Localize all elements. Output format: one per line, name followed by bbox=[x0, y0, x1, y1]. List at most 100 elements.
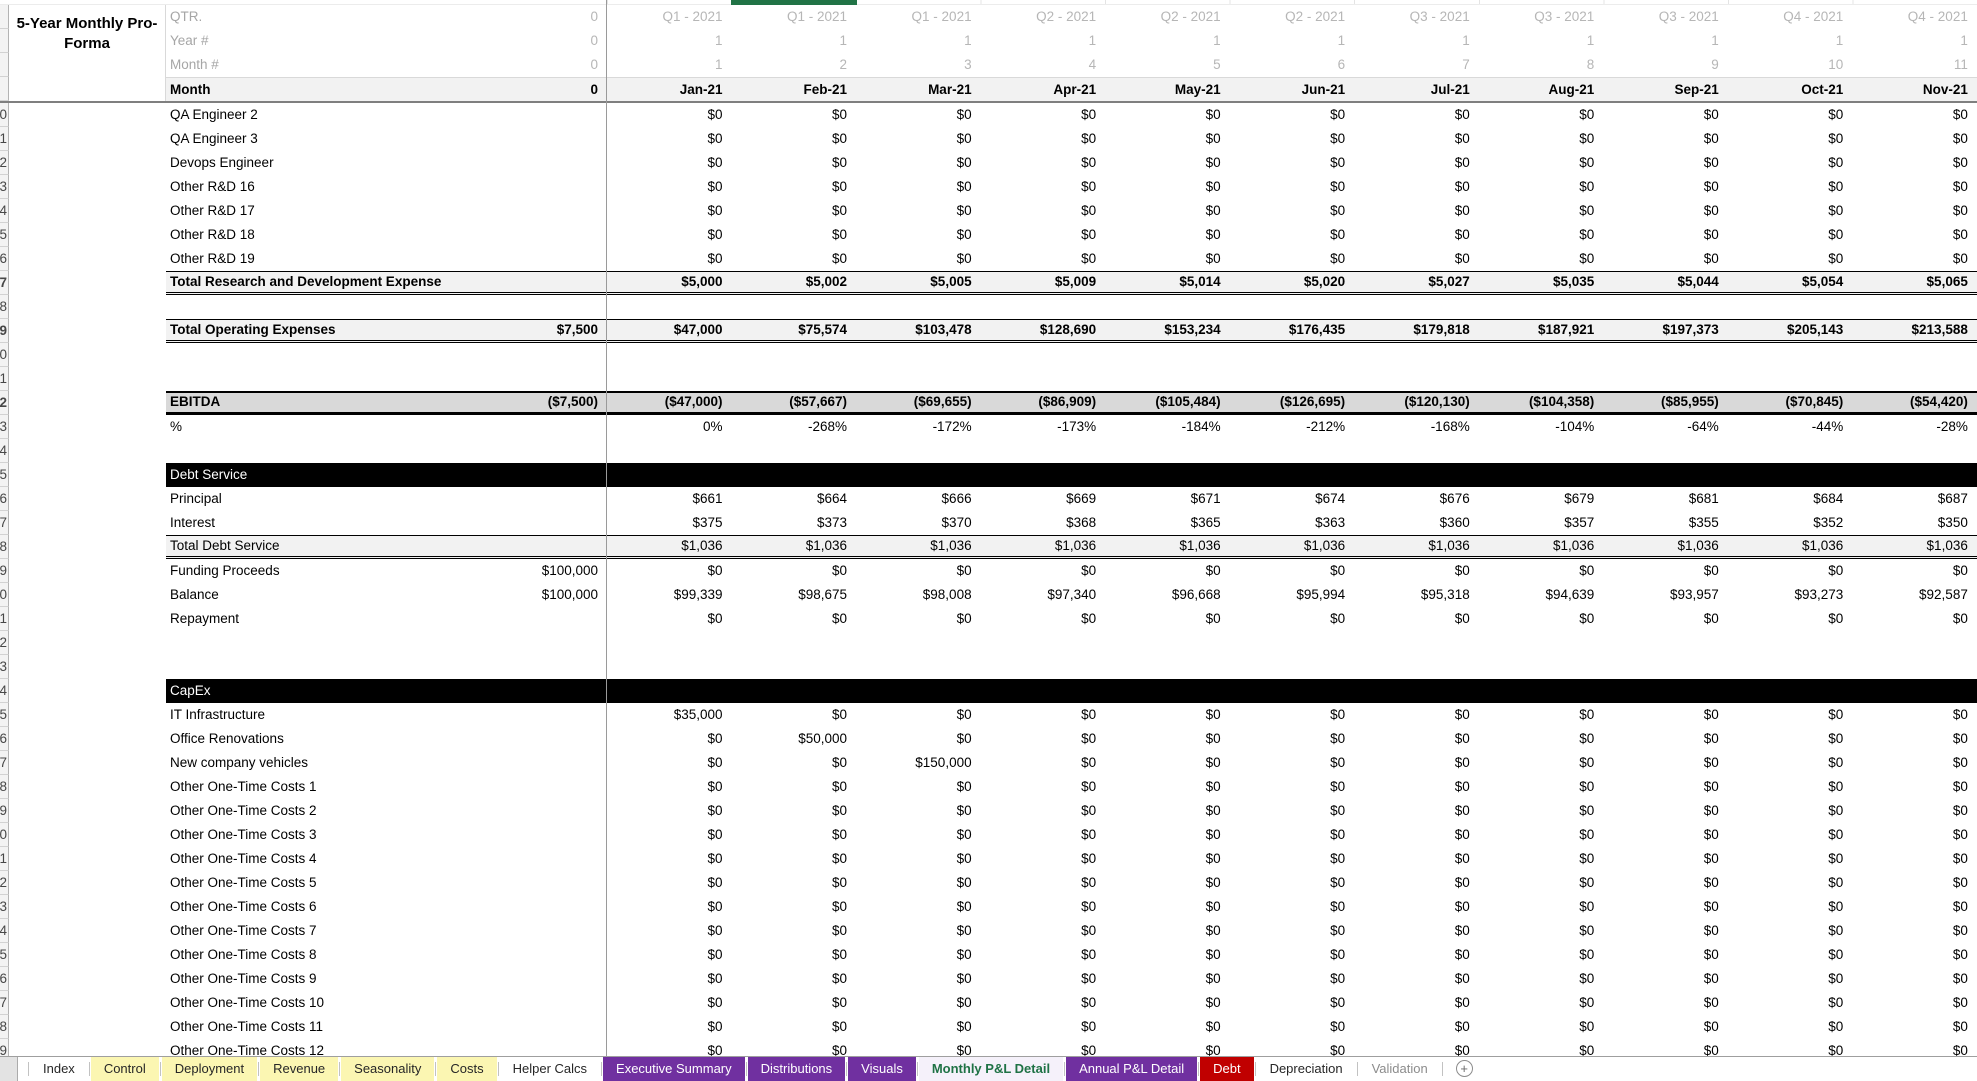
value-cell[interactable]: $0 bbox=[707, 563, 723, 578]
value-cell[interactable]: 7 bbox=[1462, 57, 1470, 72]
value-cell[interactable] bbox=[1230, 343, 1355, 367]
row-label-cell[interactable]: Month bbox=[166, 77, 481, 101]
value-cell[interactable]: $0 bbox=[707, 611, 723, 626]
value-cell[interactable] bbox=[607, 655, 732, 679]
row-label-cell[interactable]: Office Renovations bbox=[170, 731, 284, 746]
sheet-tab-helper-calcs[interactable]: Helper Calcs bbox=[499, 1057, 601, 1081]
value-cell[interactable]: $0 bbox=[1454, 851, 1470, 866]
value-cell[interactable]: $0 bbox=[1579, 899, 1595, 914]
row-label-cell[interactable]: Total Research and Development Expense bbox=[166, 271, 481, 295]
title-column-cell[interactable] bbox=[9, 511, 166, 535]
value-cell[interactable]: $661 bbox=[692, 491, 723, 506]
row-label-cell[interactable]: Balance bbox=[170, 587, 219, 602]
row-label-cell[interactable]: Other One-Time Costs 12 bbox=[170, 1043, 325, 1056]
value-cell[interactable]: $0 bbox=[956, 1019, 972, 1034]
value-cell[interactable]: ($120,130) bbox=[1354, 391, 1479, 415]
value-cell[interactable]: $0 bbox=[1330, 563, 1346, 578]
value-cell[interactable]: -28% bbox=[1936, 419, 1968, 434]
row-label-cell[interactable]: EBITDA bbox=[166, 391, 481, 415]
value-cell[interactable]: $0 bbox=[1330, 203, 1346, 218]
value-cell[interactable]: $0 bbox=[1454, 947, 1470, 962]
row-label-cell[interactable]: Funding Proceeds bbox=[170, 563, 280, 578]
value-cell[interactable]: 0% bbox=[703, 419, 723, 434]
row-number[interactable]: 91 bbox=[0, 847, 9, 871]
title-column-cell[interactable] bbox=[9, 1039, 166, 1056]
value-cell[interactable]: $0 bbox=[1703, 971, 1719, 986]
value-cell[interactable] bbox=[1105, 439, 1230, 463]
value-cell[interactable]: $0 bbox=[1081, 827, 1097, 842]
value-cell[interactable]: $0 bbox=[1454, 1043, 1470, 1056]
value-cell[interactable]: $0 bbox=[1081, 875, 1097, 890]
value-cell[interactable] bbox=[481, 127, 607, 151]
value-cell[interactable]: $0 bbox=[1828, 779, 1844, 794]
value-cell[interactable]: -172% bbox=[932, 419, 972, 434]
row-number[interactable]: 82 bbox=[0, 631, 9, 655]
value-cell[interactable]: $0 bbox=[832, 563, 848, 578]
value-cell[interactable]: $0 bbox=[1454, 755, 1470, 770]
value-cell[interactable] bbox=[1728, 631, 1853, 655]
value-cell[interactable]: $0 bbox=[1205, 563, 1221, 578]
value-cell[interactable]: $0 bbox=[1828, 803, 1844, 818]
value-cell[interactable]: $0 bbox=[707, 179, 723, 194]
value-cell[interactable]: $0 bbox=[956, 731, 972, 746]
value-cell[interactable]: $0 bbox=[1952, 923, 1968, 938]
value-cell[interactable]: $0 bbox=[956, 251, 972, 266]
value-cell[interactable]: $375 bbox=[692, 515, 723, 530]
row-label-cell[interactable]: Other One-Time Costs 8 bbox=[170, 947, 317, 962]
value-cell[interactable]: $0 bbox=[1205, 179, 1221, 194]
value-cell[interactable]: $0 bbox=[1952, 755, 1968, 770]
value-cell[interactable]: $0 bbox=[1703, 107, 1719, 122]
sheet-tab-executive-summary[interactable]: Executive Summary bbox=[603, 1057, 745, 1081]
value-cell[interactable] bbox=[481, 511, 607, 535]
value-cell[interactable]: Feb-21 bbox=[731, 77, 857, 101]
value-cell[interactable]: $0 bbox=[1703, 1019, 1719, 1034]
value-cell[interactable]: $0 bbox=[1081, 179, 1097, 194]
value-cell[interactable]: $0 bbox=[1205, 107, 1221, 122]
row-number[interactable] bbox=[0, 53, 9, 77]
value-cell[interactable]: $0 bbox=[956, 179, 972, 194]
value-cell[interactable]: $0 bbox=[1454, 923, 1470, 938]
value-cell[interactable]: $0 bbox=[956, 923, 972, 938]
value-cell[interactable]: $0 bbox=[1828, 755, 1844, 770]
value-cell[interactable]: $0 bbox=[1703, 179, 1719, 194]
value-cell[interactable] bbox=[856, 439, 981, 463]
value-cell[interactable]: 1 bbox=[964, 33, 972, 48]
value-cell[interactable]: $0 bbox=[956, 899, 972, 914]
value-cell[interactable]: Q2 - 2021 bbox=[1285, 9, 1346, 24]
value-cell[interactable]: $664 bbox=[817, 491, 848, 506]
value-cell[interactable]: $150,000 bbox=[915, 755, 972, 770]
value-cell[interactable]: $0 bbox=[707, 755, 723, 770]
value-cell[interactable]: $0 bbox=[1454, 779, 1470, 794]
value-cell[interactable]: $0 bbox=[1205, 707, 1221, 722]
value-cell[interactable] bbox=[856, 679, 981, 703]
value-cell[interactable] bbox=[607, 463, 732, 487]
value-cell[interactable]: $35,000 bbox=[673, 707, 723, 722]
value-cell[interactable] bbox=[481, 439, 607, 463]
value-cell[interactable]: $0 bbox=[1952, 779, 1968, 794]
value-cell[interactable]: $0 bbox=[707, 155, 723, 170]
value-cell[interactable]: $0 bbox=[1579, 923, 1595, 938]
value-cell[interactable]: $0 bbox=[1703, 203, 1719, 218]
value-cell[interactable]: -184% bbox=[1181, 419, 1221, 434]
value-cell[interactable]: $0 bbox=[1205, 227, 1221, 242]
value-cell[interactable] bbox=[856, 295, 981, 319]
value-cell[interactable]: $1,036 bbox=[1105, 535, 1230, 559]
value-cell[interactable]: 5 bbox=[1213, 57, 1221, 72]
value-cell[interactable]: $0 bbox=[1828, 971, 1844, 986]
value-cell[interactable]: -173% bbox=[1057, 419, 1097, 434]
value-cell[interactable]: $0 bbox=[832, 899, 848, 914]
value-cell[interactable]: $0 bbox=[1579, 827, 1595, 842]
row-label-cell[interactable]: Other R&D 17 bbox=[170, 203, 255, 218]
row-label-cell[interactable]: Other One-Time Costs 3 bbox=[170, 827, 317, 842]
value-cell[interactable]: $0 bbox=[1081, 971, 1097, 986]
value-cell[interactable]: $0 bbox=[1579, 227, 1595, 242]
value-cell[interactable]: $0 bbox=[1952, 563, 1968, 578]
value-cell[interactable]: $5,020 bbox=[1229, 271, 1355, 295]
value-cell[interactable]: Apr-21 bbox=[980, 77, 1106, 101]
row-number[interactable]: 98 bbox=[0, 1015, 9, 1039]
value-cell[interactable]: $1,036 bbox=[980, 535, 1106, 559]
value-cell[interactable]: $0 bbox=[1330, 155, 1346, 170]
value-cell[interactable] bbox=[981, 631, 1106, 655]
value-cell[interactable] bbox=[607, 367, 732, 391]
value-cell[interactable]: $0 bbox=[1952, 611, 1968, 626]
